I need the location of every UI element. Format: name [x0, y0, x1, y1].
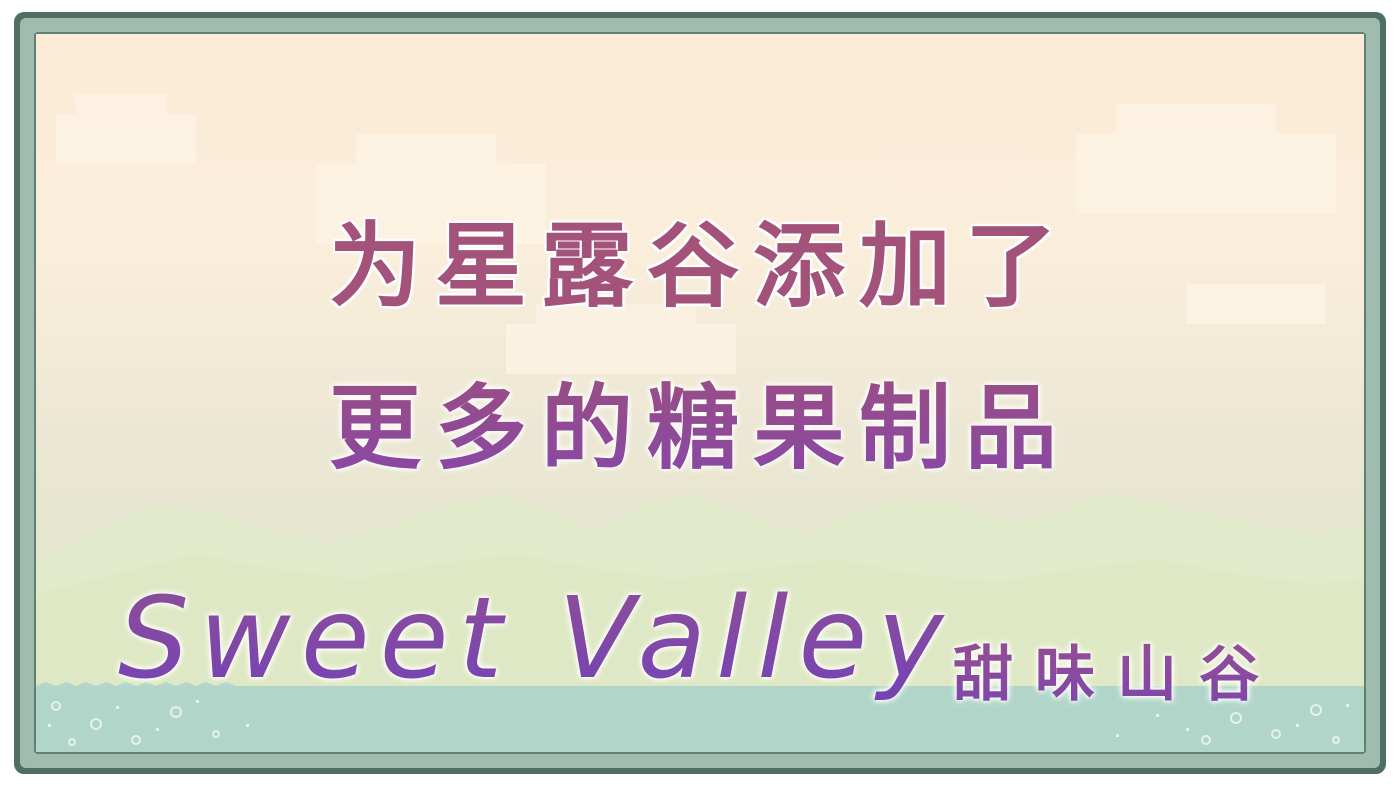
mod-name-chinese: 甜味山谷: [953, 626, 1281, 713]
banner-scene: 为星露谷添加了 更多的糖果制品 Sweet Valley 甜味山谷: [36, 34, 1364, 752]
mod-title: Sweet Valley 甜味山谷: [118, 574, 1358, 714]
water: [36, 686, 1364, 752]
background-landscape: [36, 94, 1364, 752]
headline-line-1: 为星露谷添加了: [328, 213, 1071, 320]
water-bubbles: [51, 701, 1340, 746]
water-specks: [48, 700, 1349, 737]
banner-frame: 为星露谷添加了 更多的糖果制品 Sweet Valley 甜味山谷: [14, 12, 1386, 774]
mod-name-english: Sweet Valley: [118, 574, 954, 704]
headline-line-2: 更多的糖果制品: [36, 354, 1364, 487]
clouds: [56, 94, 1336, 374]
